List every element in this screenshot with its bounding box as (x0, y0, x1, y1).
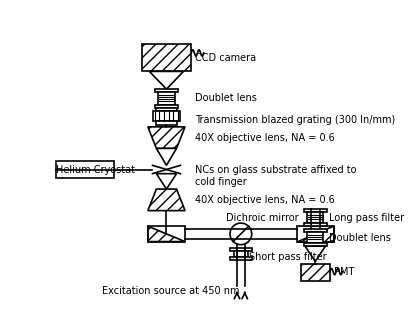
Bar (154, 105, 178, 108)
Polygon shape (156, 174, 176, 189)
Bar (303, 229, 326, 232)
Text: Long pass filter: Long pass filter (328, 213, 404, 223)
Bar (303, 209, 326, 212)
Bar (154, 89, 178, 92)
Bar (147, 226, 185, 242)
Bar (296, 226, 333, 242)
Bar (157, 92, 175, 105)
Bar (303, 223, 326, 226)
Text: Dichroic mirror: Dichroic mirror (225, 213, 298, 223)
Text: Doublet lens: Doublet lens (195, 93, 256, 103)
Text: 40X objective lens, NA = 0.6: 40X objective lens, NA = 0.6 (195, 195, 334, 205)
Polygon shape (304, 246, 325, 262)
Polygon shape (147, 189, 185, 210)
Text: Short pass filter: Short pass filter (249, 252, 326, 262)
Bar (230, 248, 251, 251)
Text: CCD camera: CCD camera (195, 52, 256, 62)
Circle shape (230, 223, 251, 245)
Bar (141, 44, 191, 71)
Bar (155, 108, 177, 112)
Bar (155, 121, 177, 124)
Bar (300, 264, 329, 281)
Polygon shape (149, 71, 183, 89)
Polygon shape (147, 226, 185, 242)
Text: 40X objective lens, NA = 0.6: 40X objective lens, NA = 0.6 (195, 132, 334, 143)
Polygon shape (296, 226, 333, 242)
Text: Doublet lens: Doublet lens (328, 233, 390, 243)
Bar (307, 232, 322, 243)
Bar (307, 212, 322, 223)
Bar (303, 243, 326, 246)
Bar (153, 112, 179, 121)
Text: Excitation source at 450 nm: Excitation source at 450 nm (102, 286, 239, 296)
Polygon shape (156, 148, 176, 165)
Text: PMT: PMT (333, 267, 354, 277)
Text: NCs on glass substrate affixed to
cold finger: NCs on glass substrate affixed to cold f… (195, 165, 356, 187)
Bar (55, 161, 114, 178)
Text: Helium Cryostat: Helium Cryostat (55, 165, 134, 175)
Polygon shape (147, 127, 185, 148)
Text: Transmission blazed grating (300 ln/mm): Transmission blazed grating (300 ln/mm) (195, 115, 394, 125)
Bar (233, 251, 247, 257)
Bar (230, 257, 251, 260)
